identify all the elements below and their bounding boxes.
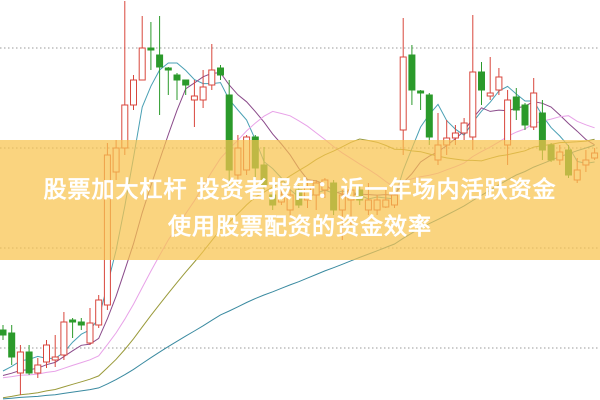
headline-line-2: 使用股票配资的资金效率 <box>168 214 432 240</box>
candle-up <box>43 344 50 363</box>
candle-down <box>156 54 164 68</box>
candle-up <box>51 356 59 361</box>
candle-up <box>530 92 538 128</box>
candle-down <box>8 332 16 358</box>
candle-up <box>199 86 207 101</box>
candle-down <box>25 351 33 374</box>
candle-down <box>408 54 416 91</box>
candle-up <box>495 76 503 91</box>
candle-down <box>417 90 425 94</box>
headline-line-1: 股票加大杠杆 投资者报告：近一年场内活跃资金 <box>43 177 557 203</box>
candle-down <box>173 74 181 81</box>
candle-up <box>138 47 146 81</box>
candle-down <box>0 329 7 336</box>
candle-up <box>399 56 407 131</box>
candle-down <box>77 321 85 326</box>
candle-down <box>521 104 529 126</box>
candle-up <box>95 299 103 326</box>
candle-up <box>34 364 42 374</box>
candle-up <box>451 132 459 139</box>
headline-banner <box>0 140 600 260</box>
candle-up <box>86 322 94 344</box>
candle-up <box>504 99 512 146</box>
candle-up <box>130 79 137 106</box>
candle-down <box>425 94 433 138</box>
candle-down <box>147 47 155 51</box>
candle-down <box>69 319 77 323</box>
candle-up <box>460 122 468 134</box>
candle-down <box>512 96 520 111</box>
candle-up <box>60 321 68 356</box>
candle-down <box>164 67 172 71</box>
candle-up <box>208 69 216 86</box>
candle-up <box>16 351 24 374</box>
candle-down <box>182 79 190 86</box>
candle-up <box>469 71 477 138</box>
candle-down <box>217 67 224 76</box>
candle-down <box>478 71 485 91</box>
candle-up <box>486 92 494 97</box>
candle-up <box>190 95 198 101</box>
